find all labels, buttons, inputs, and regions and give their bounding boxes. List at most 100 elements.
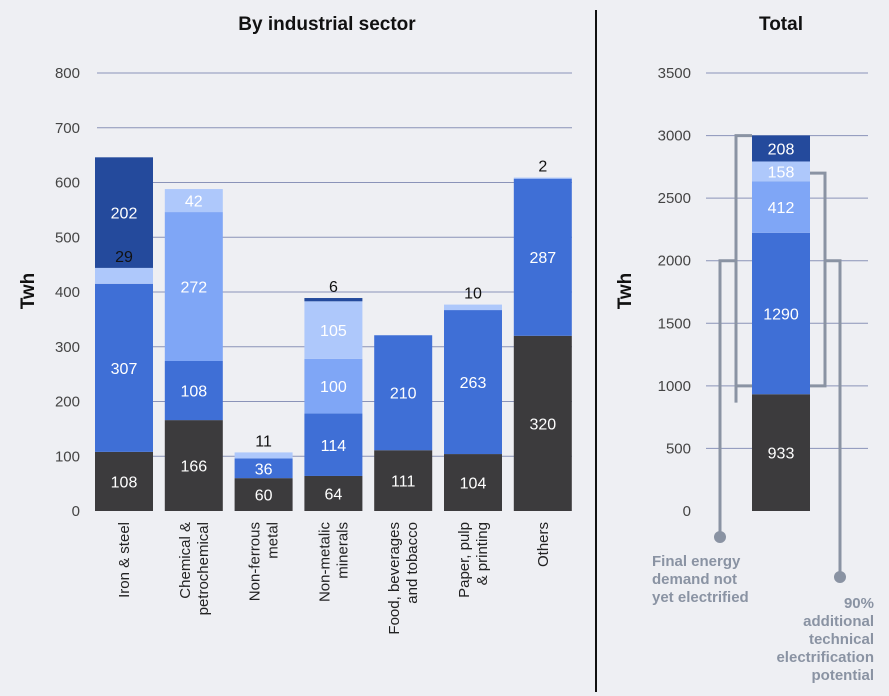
left-data-label: 105 [320,323,347,340]
bracket-right-connector [825,259,842,577]
annotation-electrification-potential: 90% [844,595,874,612]
left-y-axis-label: Twh [18,273,39,310]
right-data-label: 1290 [763,307,799,324]
bracket-left-box [734,134,752,388]
left-data-label: 166 [180,459,207,476]
right-data-label: 933 [768,446,795,463]
annotation-electrification-potential: electrification [776,649,874,666]
left-y-tick-label: 0 [72,503,80,520]
right-y-tick-label: 1000 [658,378,691,395]
left-bar-segment [164,420,223,511]
left-data-label: 114 [321,438,347,455]
annotation-not-electrified: demand not [652,571,737,588]
left-category-line: Non-ferrous [247,522,264,601]
right-bar-segment [752,394,810,511]
left-data-label: 104 [460,476,487,493]
left-category-line: minerals [334,522,351,579]
left-y-tick-label: 700 [55,120,80,137]
left-bar-segment [304,475,363,511]
right-y-tick-label: 0 [683,503,691,520]
left-y-tick-label: 500 [55,229,80,246]
left-category-line: petrochemical [195,522,212,615]
left-category-label: Iron & steel [116,522,133,598]
right-bar-segment [752,181,810,233]
annotation-electrification-potential: potential [812,667,875,684]
left-bar-segment [234,458,293,479]
right-bars [752,135,810,511]
left-data-label: 272 [180,280,207,297]
left-bar-segment [95,283,153,452]
left-category-line: Non-metalic [316,522,333,603]
right-y-axis-label: Twh [615,273,636,310]
left-data-labels: 108 307 29 202 166 108 272 42 60 36 11 64 114 100 105 6… [111,159,557,505]
bracket-left-connector [718,259,736,537]
left-category-label: Paper, pulp & printing [456,522,491,598]
left-data-label: 108 [111,474,138,491]
left-category-line: and tobacco [404,522,421,604]
left-data-label: 108 [180,384,207,401]
right-bar-segment [752,232,810,395]
left-y-tick-label: 800 [55,65,80,82]
left-category-label: Non-ferrous metal [247,522,282,601]
left-bar-segment [444,454,502,511]
left-chart-title: By industrial sector [238,14,416,35]
left-bar-segment [304,413,363,476]
left-data-label: 111 [391,474,415,491]
right-data-labels: 933 1290 412 158 208 [763,141,799,462]
right-y-tick-label: 3500 [658,65,691,82]
annotation-electrification-potential: technical [809,631,874,648]
left-bar-segment [304,298,363,302]
left-bar-segment [374,335,433,451]
left-bar-segment [513,178,572,336]
left-category-line: Food, beverages [386,522,403,635]
left-data-label: 11 [255,433,272,450]
left-bar-segment [164,212,223,361]
left-y-tick-label: 200 [55,394,80,411]
annotation-not-electrified: yet electrified [652,589,749,606]
left-bar-segment [304,358,363,414]
left-category-label: Others [535,522,552,567]
right-bar-segment [752,135,810,162]
left-category-label: Chemical & petrochemical [177,522,212,615]
left-data-label: 29 [115,249,133,266]
left-category-line: metal [265,522,282,559]
left-data-label: 6 [329,279,338,296]
left-data-label: 287 [529,250,556,267]
right-bar-segment [752,161,810,182]
left-data-label: 307 [111,361,138,378]
left-data-label: 2 [538,159,547,176]
right-chart-title: Total [759,14,803,35]
left-data-label: 42 [185,194,203,211]
left-y-tick-label: 400 [55,284,80,301]
left-data-label: 60 [255,488,273,505]
right-data-label: 158 [768,164,795,181]
left-data-label: 210 [390,386,417,403]
right-data-label: 412 [768,200,795,217]
left-bar-segment [164,189,223,213]
left-bar-segment [513,177,572,179]
left-data-label: 64 [325,486,343,503]
left-bar-segment [164,360,223,421]
left-bar-segment [304,301,363,359]
left-category-label: Food, beverages and tobacco [386,522,421,635]
left-bar-segment [95,267,153,284]
left-bar-segment [513,335,572,511]
left-data-label: 100 [320,379,347,396]
right-y-ticks: 0 500 1000 1500 2000 2500 3000 3500 [658,65,691,520]
bracket-right-box [810,171,827,388]
left-y-tick-label: 100 [55,448,80,465]
left-category-labels: Iron & steel Chemical & petrochemical Non-f… [116,522,552,635]
bracket-left-dot [714,531,726,543]
left-category-line: Chemical & [177,522,194,599]
left-y-tick-label: 600 [55,175,80,192]
left-y-ticks: 0 100 200 300 400 500 600 700 800 [55,65,80,520]
left-bar-segment [95,157,153,268]
left-bar-segment [444,304,502,311]
left-data-label: 320 [529,416,556,433]
left-bar-segment [374,450,433,511]
right-y-tick-label: 1500 [658,315,691,332]
left-data-label: 263 [460,375,487,392]
right-y-tick-label: 2000 [658,253,691,270]
left-data-label: 202 [111,206,138,223]
annotation-not-electrified: Final energy [652,553,741,570]
